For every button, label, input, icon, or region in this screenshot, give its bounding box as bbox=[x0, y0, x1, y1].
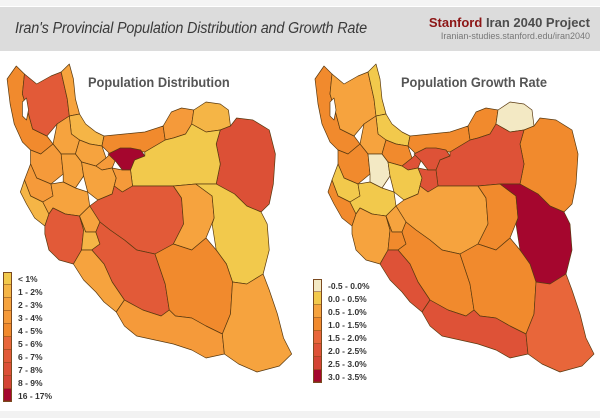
legend-item: 1 - 2% bbox=[3, 285, 52, 298]
legend-item: 1.0 - 1.5% bbox=[313, 318, 370, 331]
legend-item: 8 - 9% bbox=[3, 376, 52, 389]
province-hamadan bbox=[60, 153, 84, 189]
map-svg bbox=[314, 63, 595, 373]
legend-item: 0.0 - 0.5% bbox=[313, 292, 370, 305]
legend-swatch bbox=[313, 370, 322, 383]
legend-label: 0.0 - 0.5% bbox=[328, 293, 367, 304]
legend-item: 2.0 - 2.5% bbox=[313, 344, 370, 357]
legend-item: 6 - 7% bbox=[3, 350, 52, 363]
legend-swatch bbox=[313, 344, 322, 357]
legend-item: 3.0 - 3.5% bbox=[313, 370, 370, 383]
lake-urmia bbox=[329, 97, 337, 121]
legend-swatch bbox=[3, 272, 12, 285]
province-sistan bbox=[525, 273, 595, 373]
legend-item: 0.5 - 1.0% bbox=[313, 305, 370, 318]
legend-label: 6 - 7% bbox=[18, 351, 43, 362]
province-semnan bbox=[130, 123, 221, 187]
province-hamadan bbox=[367, 153, 391, 189]
population-growth-map: Population Growth Rate -0.5 - 0.0% 0.0 - … bbox=[300, 54, 600, 386]
legend-swatch bbox=[313, 279, 322, 292]
legend-item: 7 - 8% bbox=[3, 363, 52, 376]
legend-item: 2 - 3% bbox=[3, 298, 52, 311]
legend-label: -0.5 - 0.0% bbox=[328, 280, 370, 291]
province-semnan bbox=[435, 123, 525, 187]
legend-swatch bbox=[313, 292, 322, 305]
legend-label: 1.0 - 1.5% bbox=[328, 319, 367, 330]
legend-swatch bbox=[3, 350, 12, 363]
legend-swatch bbox=[313, 318, 322, 331]
legend-swatch bbox=[3, 389, 12, 402]
legend-label: 0.5 - 1.0% bbox=[328, 306, 367, 317]
population-distribution-map: Population Distribution < 1% 1 - 2% 2 - 3%… bbox=[0, 54, 300, 402]
legend-label: 4 - 5% bbox=[18, 325, 43, 336]
top-strip bbox=[0, 0, 600, 6]
legend-item: -0.5 - 0.0% bbox=[313, 279, 370, 292]
legend-swatch bbox=[3, 324, 12, 337]
brand-stanford: Stanford bbox=[428, 15, 483, 30]
legend-label: 3 - 4% bbox=[18, 312, 43, 323]
lake-urmia bbox=[22, 97, 29, 121]
legend-item: < 1% bbox=[3, 272, 52, 285]
legend-item: 3 - 4% bbox=[3, 311, 52, 324]
legend-swatch bbox=[3, 311, 12, 324]
legend-label: 3.0 - 3.5% bbox=[328, 371, 367, 382]
legend-item: 16 - 17% bbox=[3, 389, 52, 402]
legend-item: 2.5 - 3.0% bbox=[313, 357, 370, 370]
brand-name: Stanford Iran 2040 Project bbox=[429, 15, 590, 30]
legend-swatch bbox=[313, 331, 322, 344]
legend-swatch bbox=[3, 363, 12, 376]
legend-swatch bbox=[313, 357, 322, 370]
province-sistan bbox=[221, 273, 293, 373]
legend-swatch bbox=[3, 298, 12, 311]
brand-block: Stanford Iran 2040 Project Iranian-studi… bbox=[429, 15, 590, 41]
brand-url[interactable]: Iranian-studies.stanford.edu/iran2040 bbox=[440, 31, 590, 41]
province-khuzestan bbox=[351, 207, 391, 265]
legend-swatch bbox=[313, 305, 322, 318]
province-khuzestan bbox=[44, 207, 84, 265]
map-title: Population Growth Rate bbox=[401, 75, 548, 90]
legend-label: 1.5 - 2.0% bbox=[328, 332, 367, 343]
legend-label: < 1% bbox=[18, 273, 38, 284]
map-legend: -0.5 - 0.0% 0.0 - 0.5% 0.5 - 1.0% 1.0 - 1.5… bbox=[313, 279, 370, 383]
legend-label: 2.5 - 3.0% bbox=[328, 358, 367, 369]
legend-label: 8 - 9% bbox=[18, 377, 43, 388]
province-ardabil bbox=[367, 63, 387, 117]
brand-project: Iran 2040 Project bbox=[485, 15, 590, 30]
province-ardabil bbox=[60, 63, 80, 117]
legend-label: 5 - 6% bbox=[18, 338, 43, 349]
legend-item: 4 - 5% bbox=[3, 324, 52, 337]
map-legend: < 1% 1 - 2% 2 - 3% 3 - 4% 4 - 5% 5 - 6% 6 - 7%… bbox=[3, 272, 52, 402]
legend-label: 16 - 17% bbox=[18, 390, 53, 401]
legend-label: 1 - 2% bbox=[18, 286, 43, 297]
legend-swatch bbox=[3, 285, 12, 298]
map-svg bbox=[6, 63, 293, 373]
legend-swatch bbox=[3, 376, 12, 389]
bottom-strip bbox=[0, 411, 600, 418]
legend-item: 5 - 6% bbox=[3, 337, 52, 350]
header-bar: Iran's Provincial Population Distributio… bbox=[0, 7, 600, 51]
legend-item: 1.5 - 2.0% bbox=[313, 331, 370, 344]
map-title: Population Distribution bbox=[88, 75, 230, 90]
legend-label: 7 - 8% bbox=[18, 364, 43, 375]
legend-label: 2.0 - 2.5% bbox=[328, 345, 367, 356]
legend-label: 2 - 3% bbox=[18, 299, 43, 310]
page-title: Iran's Provincial Population Distributio… bbox=[15, 20, 367, 37]
legend-swatch bbox=[3, 337, 12, 350]
